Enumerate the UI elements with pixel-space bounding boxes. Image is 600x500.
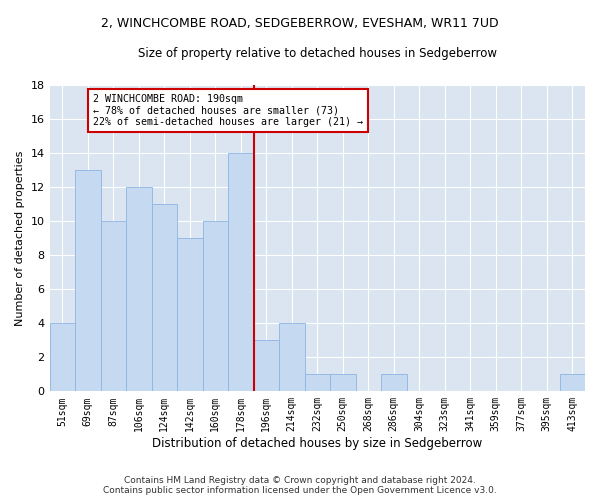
- Bar: [279, 324, 305, 392]
- X-axis label: Distribution of detached houses by size in Sedgeberrow: Distribution of detached houses by size …: [152, 437, 482, 450]
- Bar: [305, 374, 330, 392]
- Bar: [50, 324, 75, 392]
- Text: 2, WINCHCOMBE ROAD, SEDGEBERROW, EVESHAM, WR11 7UD: 2, WINCHCOMBE ROAD, SEDGEBERROW, EVESHAM…: [101, 18, 499, 30]
- Bar: [101, 222, 126, 392]
- Bar: [75, 170, 101, 392]
- Bar: [177, 238, 203, 392]
- Title: Size of property relative to detached houses in Sedgeberrow: Size of property relative to detached ho…: [138, 48, 497, 60]
- Bar: [560, 374, 585, 392]
- Y-axis label: Number of detached properties: Number of detached properties: [15, 150, 25, 326]
- Bar: [152, 204, 177, 392]
- Bar: [203, 222, 228, 392]
- Bar: [228, 154, 254, 392]
- Text: Contains HM Land Registry data © Crown copyright and database right 2024.
Contai: Contains HM Land Registry data © Crown c…: [103, 476, 497, 495]
- Bar: [254, 340, 279, 392]
- Bar: [330, 374, 356, 392]
- Bar: [126, 188, 152, 392]
- Bar: [381, 374, 407, 392]
- Text: 2 WINCHCOMBE ROAD: 190sqm
← 78% of detached houses are smaller (73)
22% of semi-: 2 WINCHCOMBE ROAD: 190sqm ← 78% of detac…: [93, 94, 363, 127]
